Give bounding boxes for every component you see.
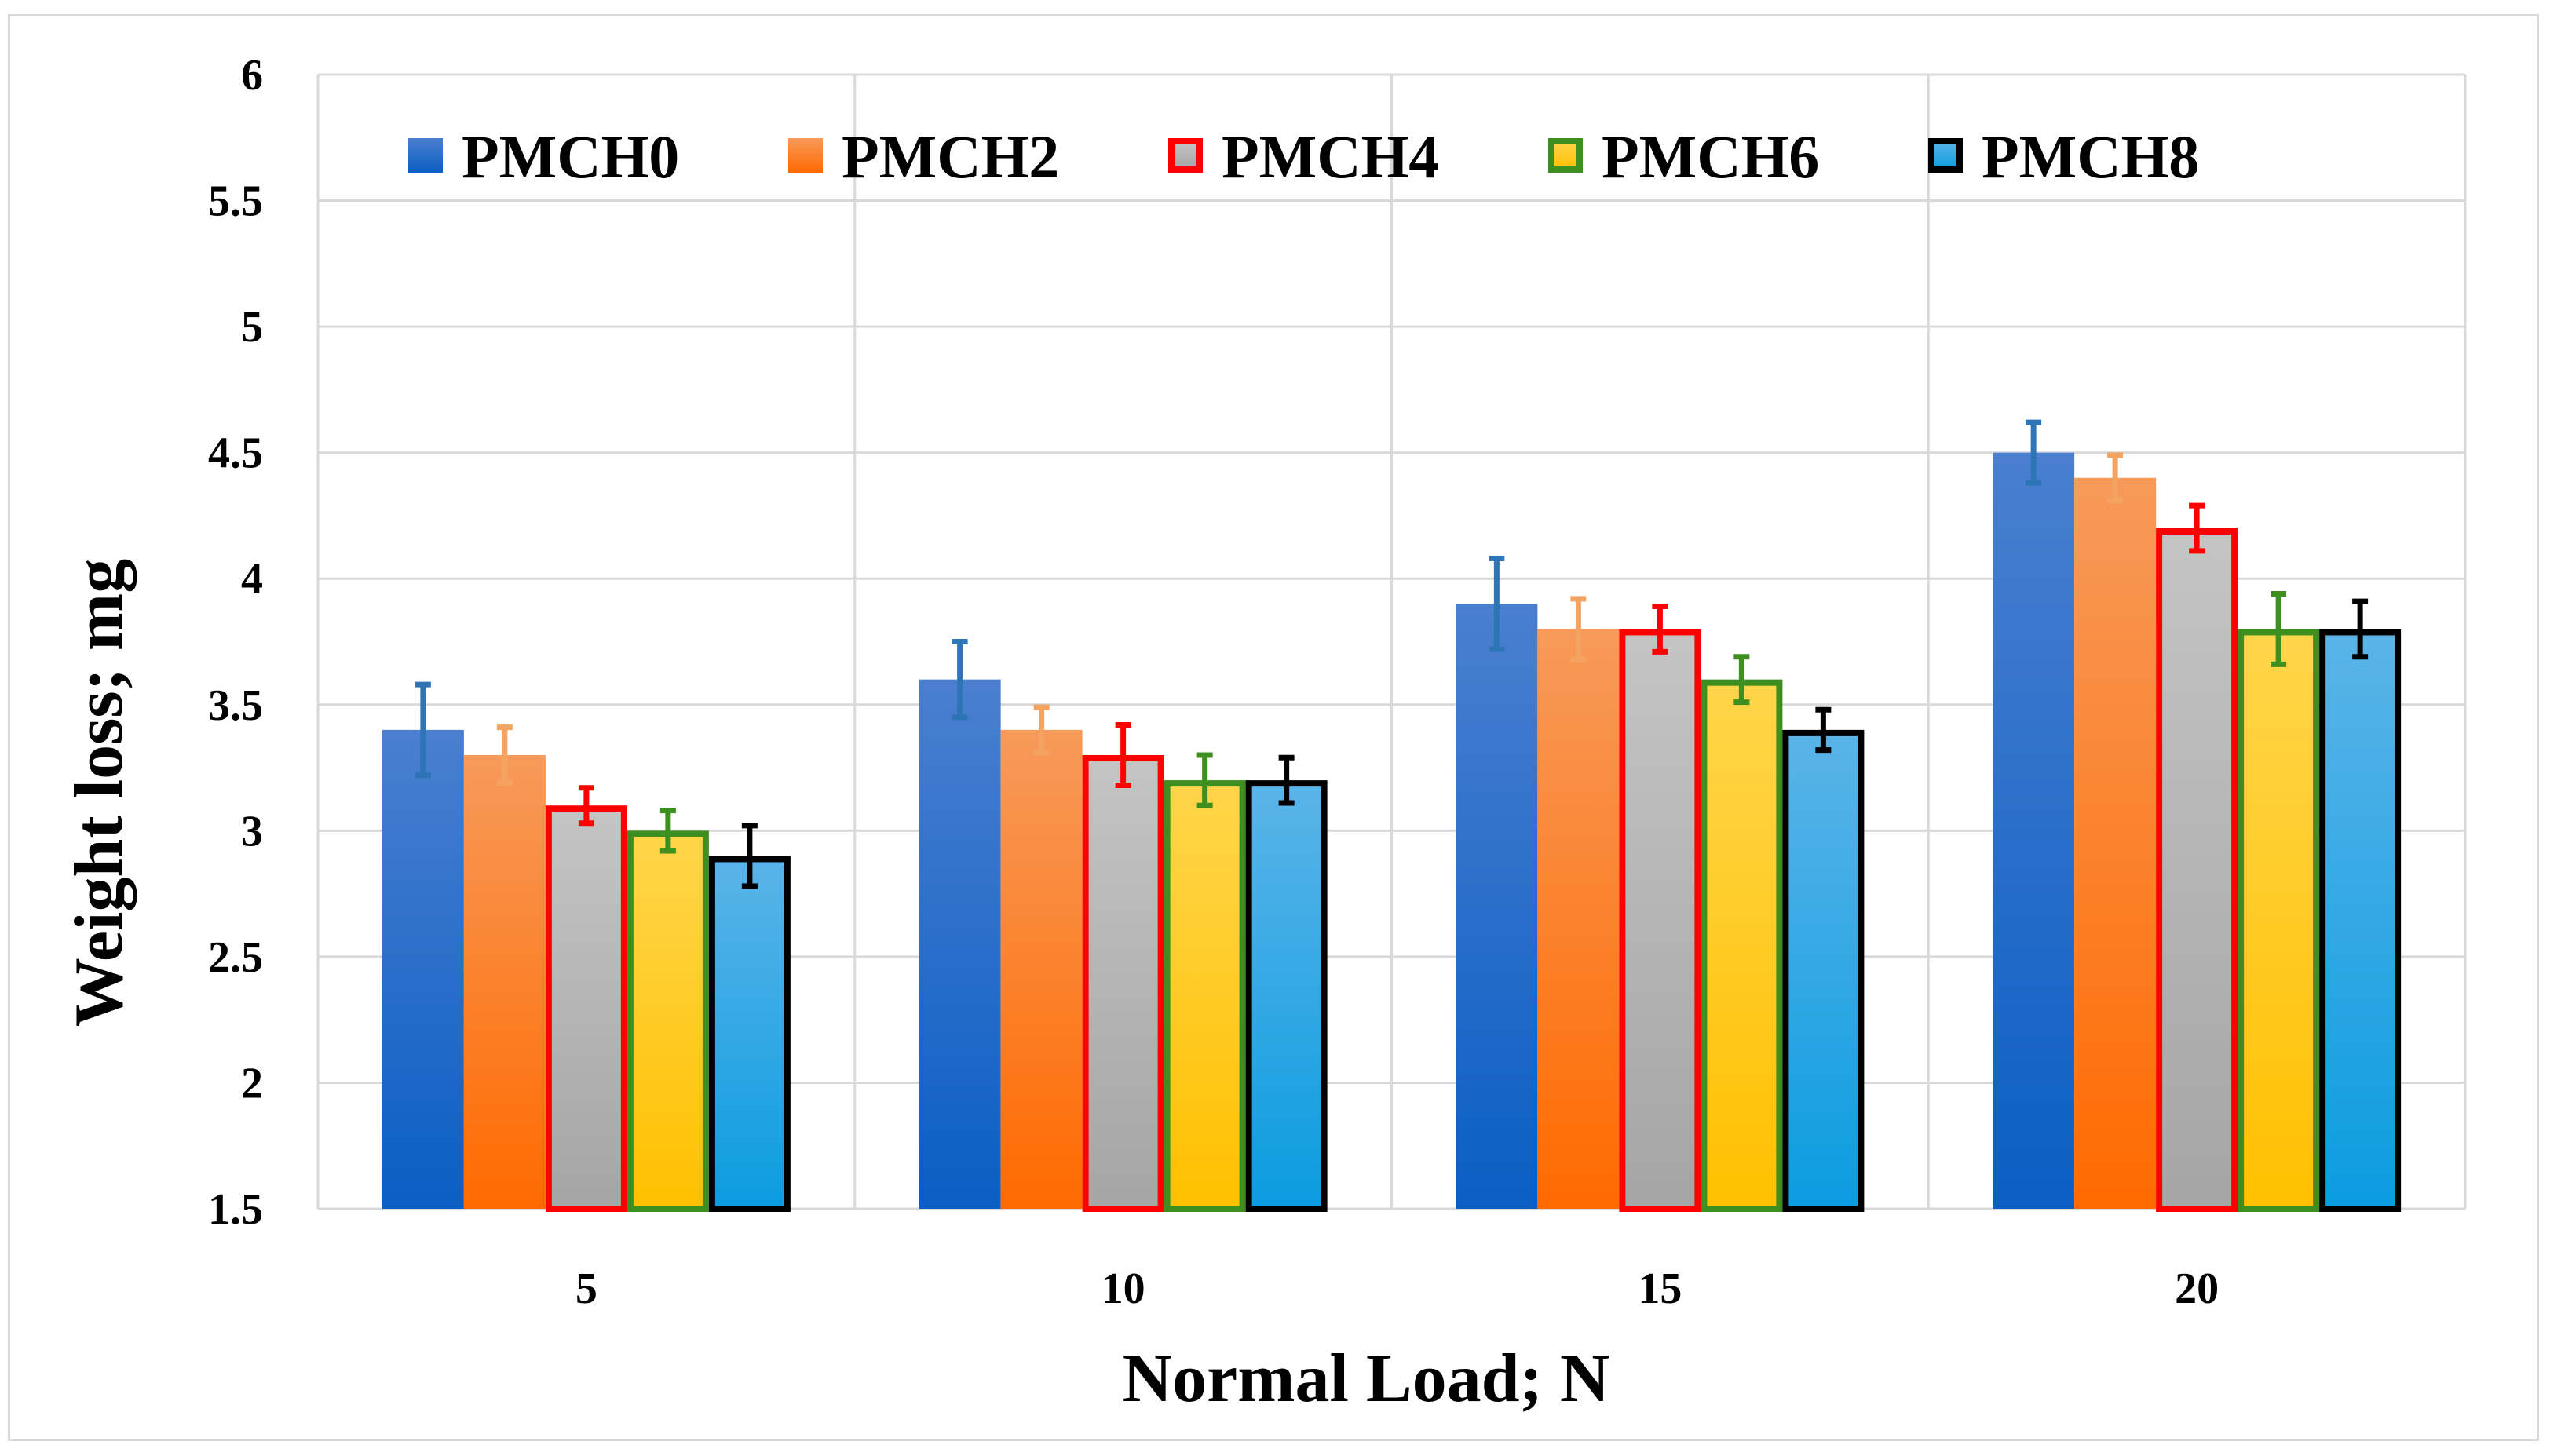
bar [2319,629,2402,1212]
bar [708,856,791,1212]
error-bar [2026,419,2042,486]
bar [1701,679,1783,1212]
error-bar [2352,598,2369,660]
y-tick-label: 5.5 [208,177,263,226]
error-bar [1196,752,1213,808]
y-tick-label: 1.5 [208,1185,263,1234]
error-bar [496,724,513,786]
bars-layer [382,452,2402,1213]
legend-label: PMCH6 [1602,122,1819,191]
y-tick-label: 3 [241,807,263,856]
bar [1619,629,1701,1212]
error-bar [1115,721,1131,789]
error-bar [1278,754,1295,806]
bar [627,830,709,1213]
x-axis-title: Normal Load; N [1123,1341,1610,1417]
error-bar [659,808,676,854]
error-bar [578,785,594,827]
y-axis-ticks: 1.5 2 2.5 3 3.5 4 4.5 5 5.5 6 [208,51,263,1234]
legend-label: PMCH0 [462,122,679,191]
legend-swatch [1928,138,1963,173]
error-bar [2189,502,2205,554]
y-tick-label: 2.5 [208,933,263,982]
error-bars-layer [415,419,2369,889]
legend-label: PMCH4 [1222,122,1439,191]
x-tick-label: 5 [575,1264,597,1313]
error-bar [741,823,758,889]
legend-swatch [788,138,823,173]
bar [545,805,627,1212]
bar [1082,755,1164,1212]
x-tick-label: 15 [1638,1264,1682,1313]
legend-label: PMCH8 [1982,122,2199,191]
legend-item: PMCH0 [408,122,679,191]
legend-item: PMCH2 [788,122,1059,191]
bar [1164,780,1246,1212]
x-axis-ticks: 5 10 15 20 [575,1264,2219,1313]
bar [1000,729,1083,1209]
bar [1245,780,1328,1212]
x-tick-label: 10 [1101,1264,1145,1313]
error-bar [1652,604,1668,655]
bar [382,729,464,1209]
y-tick-label: 4 [241,555,263,604]
legend-swatch [1548,138,1583,173]
bar [919,679,1001,1209]
legend-item: PMCH6 [1548,122,1819,191]
error-bar [952,639,968,721]
bar [2238,629,2320,1212]
error-bar [1570,596,1587,662]
legend-swatch [1168,138,1203,173]
x-tick-label: 20 [2175,1264,2219,1313]
bar [1537,629,1620,1209]
legend-item: PMCH4 [1168,122,1439,191]
y-tick-label: 5 [241,303,263,352]
error-bar [415,681,431,779]
legend-item: PMCH8 [1928,122,2199,191]
legend-label: PMCH2 [842,122,1059,191]
bar [463,755,546,1209]
y-tick-label: 2 [241,1059,263,1108]
y-axis-title: Weight loss; mg [61,559,137,1027]
legend: PMCH0 PMCH2 PMCH4 PMCH6 PMCH8 [408,122,2199,191]
error-bar [1815,706,1832,754]
bar [2074,477,2157,1209]
y-tick-label: 4.5 [208,429,263,478]
error-bar [1733,654,1750,706]
legend-swatch [408,138,443,173]
bar [1993,452,2075,1209]
error-bar [2271,590,2287,667]
bar [1456,604,1538,1209]
bar [2156,528,2238,1212]
y-tick-label: 3.5 [208,681,263,730]
error-bar [2107,452,2124,504]
error-bar [1033,704,1050,756]
error-bar [1489,556,1505,652]
y-tick-label: 6 [241,51,263,100]
bar [1782,729,1865,1212]
